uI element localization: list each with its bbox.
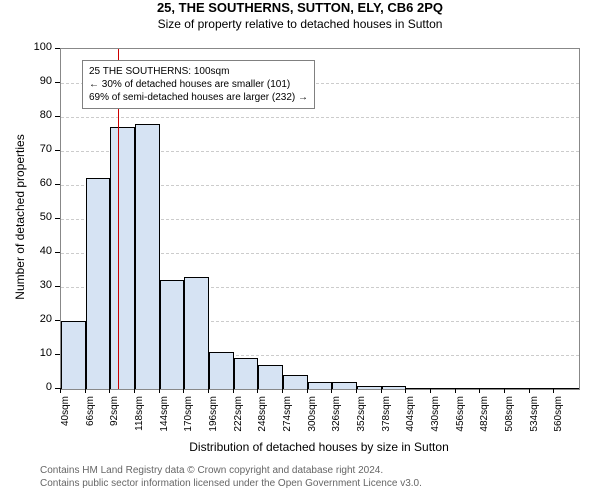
histogram-bar — [234, 358, 259, 389]
y-tick-label: 80 — [28, 109, 52, 121]
y-tick-mark — [55, 116, 60, 117]
y-tick-label: 0 — [28, 381, 52, 393]
histogram-bar — [480, 388, 505, 389]
y-tick-label: 20 — [28, 313, 52, 325]
x-tick-mark — [60, 388, 61, 393]
y-tick-mark — [55, 320, 60, 321]
histogram-bar — [308, 382, 333, 389]
histogram-bar — [283, 375, 308, 389]
annotation-box: 25 THE SOUTHERNS: 100sqm ← 30% of detach… — [82, 60, 315, 109]
annotation-line: 25 THE SOUTHERNS: 100sqm — [89, 65, 308, 78]
x-tick-label: 144sqm — [159, 396, 170, 436]
chart-subtitle: Size of property relative to detached ho… — [0, 17, 600, 31]
x-tick-mark — [356, 388, 357, 393]
x-tick-label: 404sqm — [405, 396, 416, 436]
x-tick-label: 560sqm — [553, 396, 564, 436]
x-tick-mark — [529, 388, 530, 393]
x-tick-label: 482sqm — [479, 396, 490, 436]
x-tick-label: 248sqm — [257, 396, 268, 436]
y-tick-label: 50 — [28, 211, 52, 223]
x-tick-label: 92sqm — [109, 396, 120, 436]
y-tick-mark — [55, 48, 60, 49]
x-tick-mark — [381, 388, 382, 393]
histogram-bar — [110, 127, 135, 389]
y-axis-label: Number of detached properties — [13, 127, 27, 307]
x-tick-mark — [331, 388, 332, 393]
y-tick-mark — [55, 286, 60, 287]
histogram-bar — [135, 124, 160, 389]
x-tick-mark — [405, 388, 406, 393]
histogram-bar — [431, 388, 456, 389]
x-tick-mark — [85, 388, 86, 393]
annotation-line: 69% of semi-detached houses are larger (… — [89, 91, 308, 104]
histogram-bar — [61, 321, 86, 389]
x-axis-label: Distribution of detached houses by size … — [60, 440, 578, 454]
x-tick-label: 508sqm — [504, 396, 515, 436]
histogram-bar — [554, 388, 579, 389]
gridline — [61, 117, 579, 118]
y-tick-label: 60 — [28, 177, 52, 189]
histogram-bar — [456, 388, 481, 389]
x-tick-label: 118sqm — [134, 396, 145, 436]
x-tick-mark — [307, 388, 308, 393]
x-tick-label: 326sqm — [331, 396, 342, 436]
x-tick-mark — [257, 388, 258, 393]
x-tick-mark — [504, 388, 505, 393]
histogram-bar — [406, 388, 431, 389]
x-tick-mark — [553, 388, 554, 393]
x-tick-label: 66sqm — [85, 396, 96, 436]
x-tick-label: 170sqm — [183, 396, 194, 436]
histogram-bar — [530, 388, 555, 389]
histogram-bar — [209, 352, 234, 389]
footer-attribution: Contains HM Land Registry data © Crown c… — [40, 464, 422, 490]
footer-line: Contains HM Land Registry data © Crown c… — [40, 464, 422, 477]
x-tick-mark — [183, 388, 184, 393]
y-tick-mark — [55, 82, 60, 83]
x-tick-mark — [208, 388, 209, 393]
x-tick-mark — [455, 388, 456, 393]
x-tick-mark — [159, 388, 160, 393]
y-tick-mark — [55, 354, 60, 355]
x-tick-mark — [430, 388, 431, 393]
histogram-bar — [86, 178, 111, 389]
x-tick-label: 40sqm — [60, 396, 71, 436]
histogram-bar — [184, 277, 209, 389]
y-tick-mark — [55, 150, 60, 151]
x-tick-label: 352sqm — [356, 396, 367, 436]
x-tick-mark — [233, 388, 234, 393]
y-tick-mark — [55, 218, 60, 219]
x-tick-label: 196sqm — [208, 396, 219, 436]
y-tick-label: 30 — [28, 279, 52, 291]
annotation-line: ← 30% of detached houses are smaller (10… — [89, 78, 308, 91]
x-tick-mark — [282, 388, 283, 393]
x-tick-mark — [109, 388, 110, 393]
histogram-bar — [258, 365, 283, 389]
x-tick-label: 274sqm — [282, 396, 293, 436]
x-tick-mark — [134, 388, 135, 393]
x-tick-label: 534sqm — [529, 396, 540, 436]
x-tick-label: 378sqm — [381, 396, 392, 436]
y-tick-mark — [55, 184, 60, 185]
histogram-bar — [382, 386, 407, 389]
y-tick-label: 90 — [28, 75, 52, 87]
footer-line: Contains public sector information licen… — [40, 477, 422, 490]
histogram-bar — [505, 388, 530, 389]
histogram-bar — [357, 386, 382, 389]
y-tick-label: 10 — [28, 347, 52, 359]
x-tick-label: 222sqm — [233, 396, 244, 436]
chart-title: 25, THE SOUTHERNS, SUTTON, ELY, CB6 2PQ — [0, 0, 600, 15]
x-tick-mark — [479, 388, 480, 393]
x-tick-label: 430sqm — [430, 396, 441, 436]
y-tick-mark — [55, 252, 60, 253]
y-tick-label: 70 — [28, 143, 52, 155]
y-tick-label: 100 — [28, 41, 52, 53]
x-tick-label: 300sqm — [307, 396, 318, 436]
y-tick-label: 40 — [28, 245, 52, 257]
x-tick-label: 456sqm — [455, 396, 466, 436]
histogram-bar — [160, 280, 185, 389]
histogram-bar — [332, 382, 357, 389]
